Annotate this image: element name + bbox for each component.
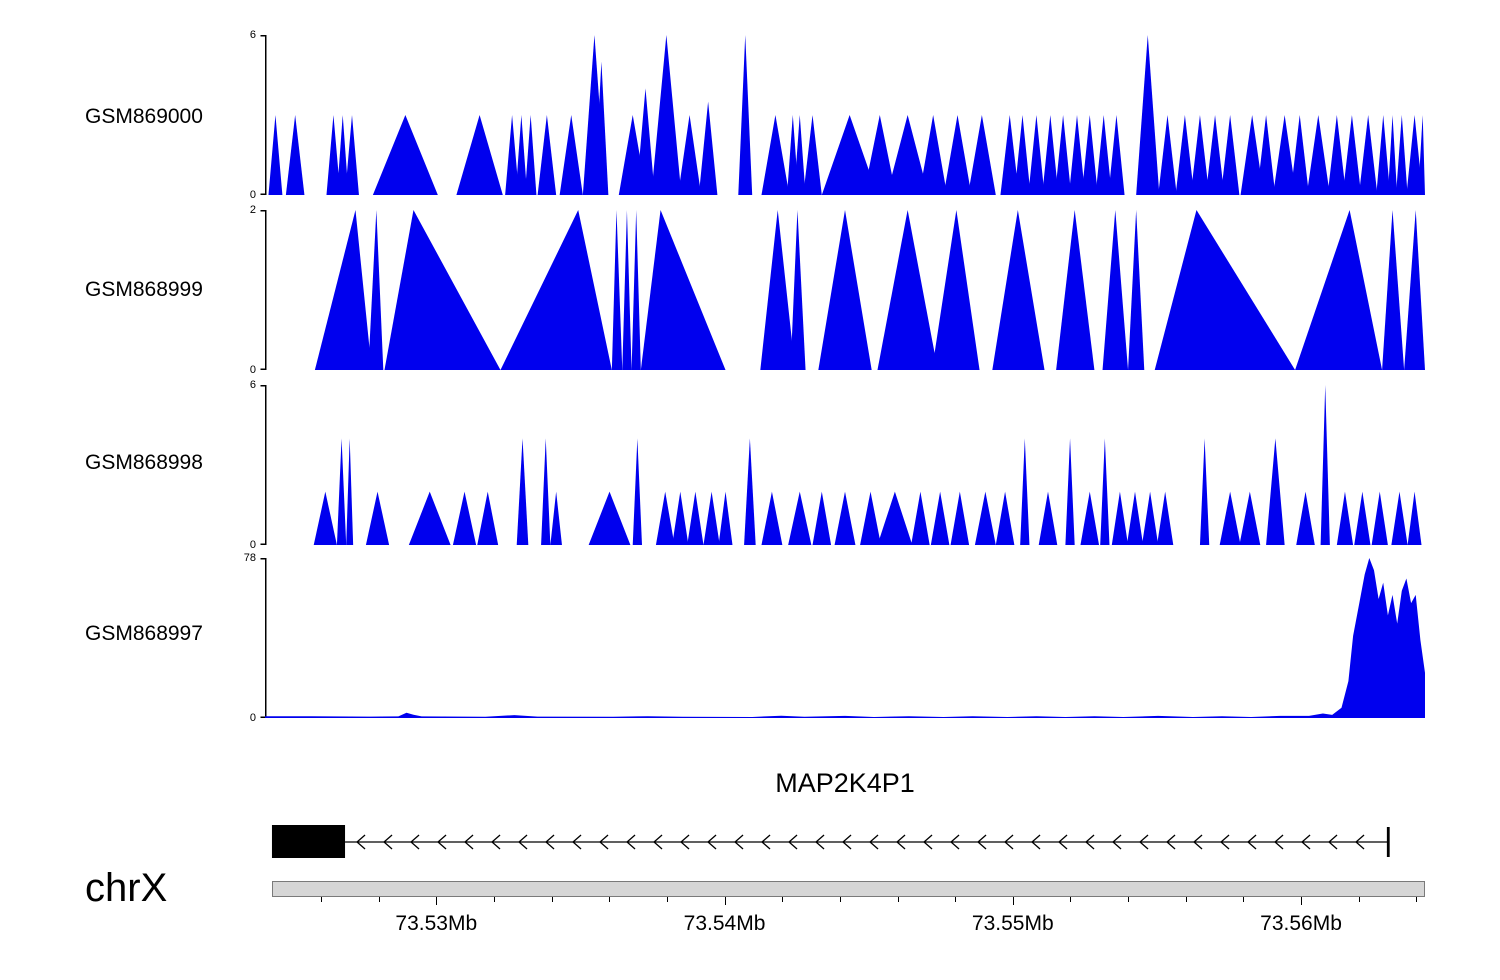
axis-minor-tick <box>1128 897 1130 902</box>
y-axis-min-label: 0 <box>249 364 256 376</box>
chromosome-label: chrX <box>85 866 168 910</box>
axis-major-tick <box>1012 897 1014 905</box>
gene-model-svg <box>271 825 1390 858</box>
coverage-track-svg <box>260 210 1425 370</box>
y-axis-min-label: 0 <box>249 189 256 201</box>
track-label-gsm868999: GSM868999 <box>85 278 203 301</box>
axis-tick-label: 73.53Mb <box>395 912 478 935</box>
axis-tick-label: 73.55Mb <box>971 912 1054 935</box>
y-axis-max-label: 2 <box>249 204 256 216</box>
genome-axis-bar <box>272 881 1425 897</box>
axis-minor-tick <box>609 897 611 902</box>
axis-major-tick <box>436 897 438 905</box>
axis-minor-tick <box>839 897 841 902</box>
axis-minor-tick <box>782 897 784 902</box>
coverage-track-svg <box>260 558 1425 718</box>
y-axis-max-label: 6 <box>249 29 256 41</box>
axis-minor-tick <box>1416 897 1418 902</box>
axis-tick-label: 73.56Mb <box>1260 912 1342 935</box>
axis-tick-label: 73.54Mb <box>683 912 766 935</box>
y-axis-max-label: 6 <box>249 379 256 391</box>
coverage-track-svg <box>260 35 1425 195</box>
axis-major-tick <box>1301 897 1303 905</box>
y-axis-min-label: 0 <box>249 539 256 551</box>
axis-minor-tick <box>666 897 668 902</box>
axis-major-tick <box>724 897 726 905</box>
track-label-gsm869000: GSM869000 <box>85 105 203 128</box>
axis-minor-tick <box>551 897 553 902</box>
axis-minor-tick <box>1243 897 1245 902</box>
y-axis-min-label: 0 <box>249 712 256 724</box>
axis-minor-tick <box>321 897 322 902</box>
track-label-gsm868997: GSM868997 <box>85 622 203 645</box>
track-label-gsm868998: GSM868998 <box>85 451 203 474</box>
axis-minor-tick <box>955 897 957 902</box>
axis-minor-tick <box>1185 897 1187 902</box>
axis-minor-tick <box>1358 897 1360 902</box>
y-axis-max-label: 78 <box>243 552 256 564</box>
coverage-track-svg <box>260 385 1422 545</box>
gene-name-title: MAP2K4P1 <box>775 768 915 798</box>
axis-minor-tick <box>378 897 380 902</box>
axis-minor-tick <box>897 897 899 902</box>
axis-minor-tick <box>493 897 495 902</box>
axis-minor-tick <box>1070 897 1072 902</box>
